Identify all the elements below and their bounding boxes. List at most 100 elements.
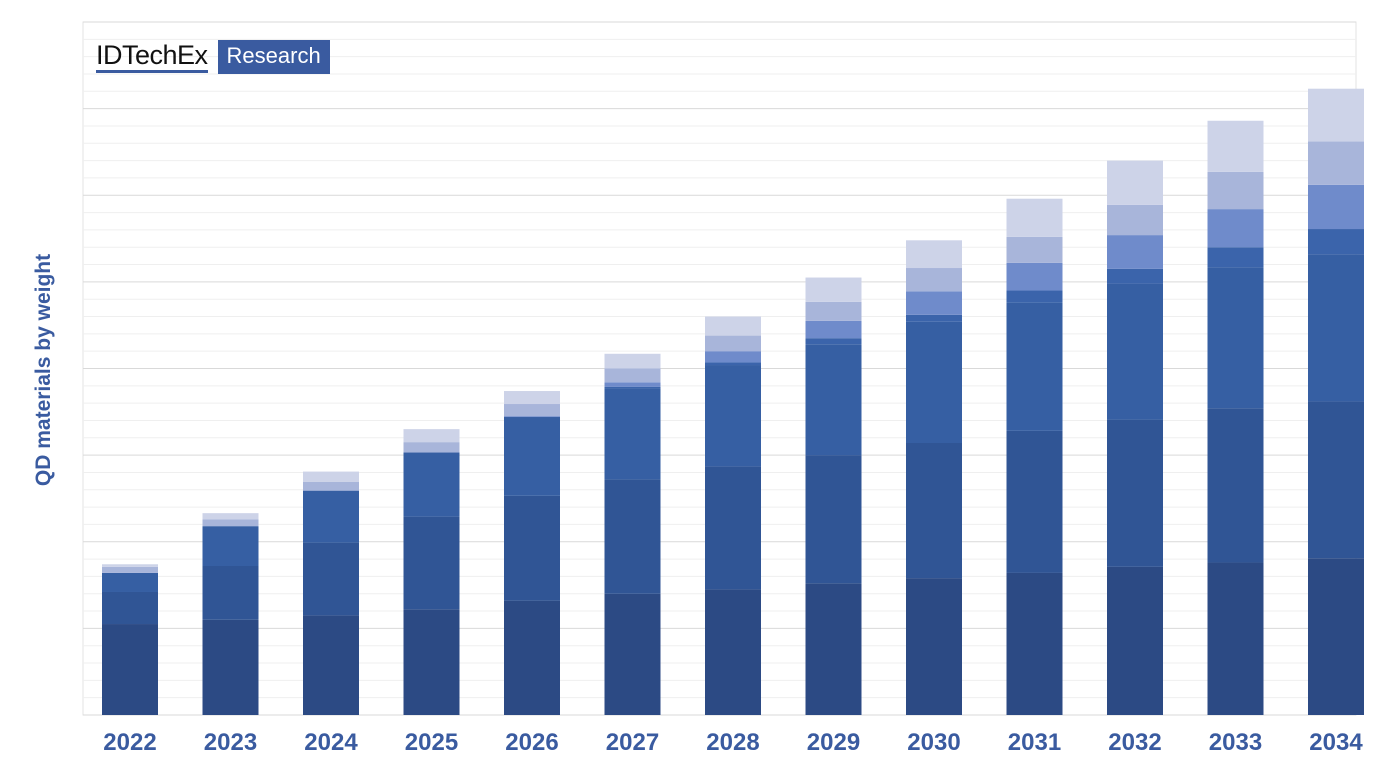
bar-segment-2032-s7 xyxy=(1107,160,1163,205)
x-tick-label: 2032 xyxy=(1108,729,1161,756)
bar-segment-2029-s6 xyxy=(805,301,862,321)
bar-segment-2029-s2 xyxy=(805,455,862,584)
bar-segment-2033-s1 xyxy=(1207,562,1264,715)
bar-segment-2027-s6 xyxy=(604,368,661,383)
bar-segment-2030-s1 xyxy=(906,578,962,715)
bar-segment-2034-s7 xyxy=(1308,88,1364,142)
bar-segment-2024-s2 xyxy=(303,542,359,616)
bar-segment-2032-s5 xyxy=(1107,235,1163,269)
bar-segment-2030-s2 xyxy=(906,442,962,579)
bar-segment-2031-s7 xyxy=(1006,198,1063,237)
bar-segment-2028-s1 xyxy=(705,589,761,715)
x-tick-label: 2033 xyxy=(1209,729,1262,756)
y-axis-label: QD materials by weight xyxy=(32,254,55,486)
bar-segment-2023-s3 xyxy=(202,526,259,567)
x-tick-label: 2025 xyxy=(405,729,458,756)
bar-segment-2029-s4 xyxy=(805,338,862,345)
bar-segment-2028-s4 xyxy=(705,362,761,366)
bar-segment-2028-s2 xyxy=(705,466,761,590)
bar-segment-2027-s2 xyxy=(604,479,661,594)
bar-segment-2031-s4 xyxy=(1006,290,1063,303)
bar-segment-2031-s5 xyxy=(1006,262,1063,291)
bar-segment-2027-s3 xyxy=(604,388,661,480)
bar-segment-2029-s1 xyxy=(805,583,862,715)
bar-segment-2027-s5 xyxy=(604,382,661,387)
bar-segment-2029-s5 xyxy=(805,320,862,339)
bar-segment-2032-s6 xyxy=(1107,204,1163,236)
bar-segment-2027-s1 xyxy=(604,593,661,715)
bar-segment-2031-s6 xyxy=(1006,236,1063,263)
bar-segment-2025-s7 xyxy=(403,429,460,443)
bar-segment-2022-s7 xyxy=(102,564,158,567)
bar-segment-2024-s1 xyxy=(303,615,359,715)
bar-segment-2022-s2 xyxy=(102,591,158,625)
x-tick-label: 2026 xyxy=(505,729,558,756)
idtechex-logo: IDTechEx Research xyxy=(96,40,330,74)
bar-segment-2026-s7 xyxy=(504,391,560,405)
bar-segment-2033-s7 xyxy=(1207,120,1264,172)
x-tick-label: 2022 xyxy=(103,729,156,756)
bar-segment-2029-s7 xyxy=(805,277,862,302)
bar-segment-2031-s2 xyxy=(1006,430,1063,573)
bar-segment-2034-s4 xyxy=(1308,229,1364,255)
bar-segment-2034-s3 xyxy=(1308,254,1364,402)
bar-segment-2033-s6 xyxy=(1207,171,1264,210)
bar-segment-2024-s7 xyxy=(303,471,359,482)
x-tick-label: 2027 xyxy=(606,729,659,756)
bar-segment-2025-s1 xyxy=(403,609,460,715)
bar-segment-2033-s3 xyxy=(1207,267,1264,409)
bar-segment-2030-s7 xyxy=(906,240,962,269)
bar-segment-2033-s4 xyxy=(1207,247,1264,268)
bar-segment-2027-s4 xyxy=(604,386,661,389)
bar-segment-2033-s2 xyxy=(1207,408,1264,563)
logo-main-text: IDTechEx xyxy=(96,41,208,73)
bar-segment-2030-s5 xyxy=(906,291,962,315)
bar-segment-2026-s6 xyxy=(504,404,560,417)
bar-segment-2025-s2 xyxy=(403,516,460,610)
bar-segment-2028-s6 xyxy=(705,335,761,352)
bar-segment-2034-s1 xyxy=(1308,558,1364,715)
bar-segment-2030-s4 xyxy=(906,314,962,322)
bar-segment-2023-s2 xyxy=(202,566,259,620)
bar-segment-2032-s4 xyxy=(1107,268,1163,284)
bar-segment-2026-s2 xyxy=(504,495,560,601)
logo-sub-text: Research xyxy=(217,40,330,74)
bar-segment-2033-s5 xyxy=(1207,209,1264,248)
bar-segment-2030-s3 xyxy=(906,321,962,443)
x-tick-label: 2029 xyxy=(807,729,860,756)
bar-segment-2031-s3 xyxy=(1006,302,1063,431)
bar-segment-2025-s6 xyxy=(403,442,460,453)
x-tick-labels: 2022 2023 2024 2025 2026 2027 2028 2029 2030 2031… xyxy=(103,729,1363,756)
bar-segment-2026-s1 xyxy=(504,600,560,715)
bar-segment-2022-s1 xyxy=(102,624,158,715)
x-tick-label: 2034 xyxy=(1309,729,1363,756)
bar-segment-2027-s7 xyxy=(604,353,661,369)
bar-segment-2034-s2 xyxy=(1308,401,1364,559)
bar-segment-2032-s2 xyxy=(1107,419,1163,567)
bar-segment-2026-s5 xyxy=(504,416,560,418)
x-tick-label: 2030 xyxy=(907,729,960,756)
bar-segment-2031-s1 xyxy=(1006,572,1063,715)
x-tick-label: 2028 xyxy=(706,729,759,756)
x-tick-label: 2023 xyxy=(204,729,257,756)
x-tick-label: 2031 xyxy=(1008,729,1061,756)
bar-segment-2034-s6 xyxy=(1308,141,1364,185)
bar-segment-2022-s3 xyxy=(102,572,158,592)
bar-segment-2030-s6 xyxy=(906,268,962,292)
bar-segment-2023-s7 xyxy=(202,513,259,520)
bar-segment-2025-s3 xyxy=(403,452,460,517)
x-tick-label: 2024 xyxy=(304,729,358,756)
bars xyxy=(102,88,1364,715)
bar-segment-2034-s5 xyxy=(1308,184,1364,230)
bar-segment-2029-s3 xyxy=(805,344,862,456)
bar-segment-2028-s5 xyxy=(705,351,761,363)
bar-segment-2026-s3 xyxy=(504,417,560,496)
bar-segment-2032-s3 xyxy=(1107,283,1163,420)
bar-segment-2023-s6 xyxy=(202,519,259,527)
bar-segment-2024-s3 xyxy=(303,490,359,543)
bar-segment-2032-s1 xyxy=(1107,566,1163,715)
bar-segment-2022-s6 xyxy=(102,566,158,573)
bar-segment-2023-s1 xyxy=(202,619,259,715)
bar-segment-2028-s3 xyxy=(705,365,761,467)
